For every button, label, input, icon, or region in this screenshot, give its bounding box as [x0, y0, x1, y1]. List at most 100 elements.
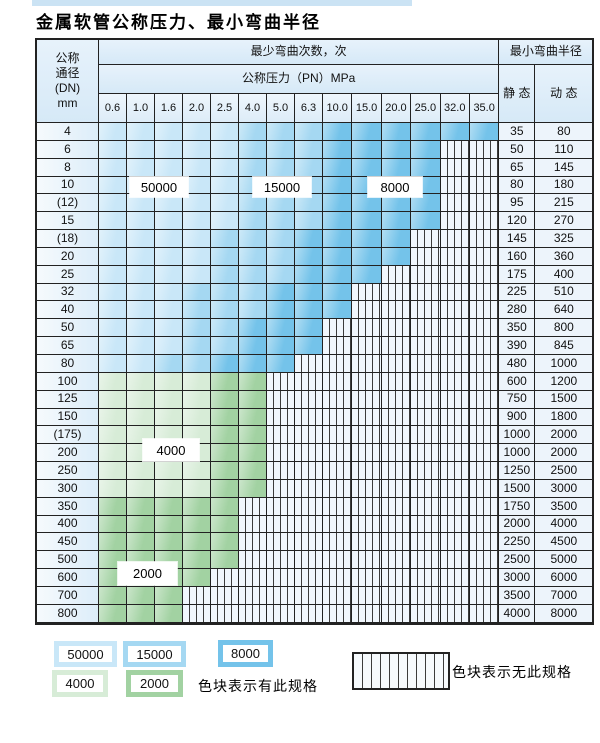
spec-cell-available [99, 444, 127, 463]
spec-cell-available [239, 372, 267, 391]
spec-cell-available [99, 247, 127, 266]
spec-cell-unavailable [183, 604, 211, 623]
spec-cell-available [239, 230, 267, 248]
spec-cell-unavailable [440, 212, 470, 231]
spec-cell-unavailable [411, 551, 441, 570]
spec-cell-available [411, 140, 441, 159]
legend-swatch-value: 4000 [57, 675, 103, 692]
spec-cell-available [155, 408, 183, 427]
dn-header-line2: 通径 [55, 65, 80, 80]
legend-swatch-4000: 4000 [52, 670, 108, 697]
spec-cell-unavailable [411, 301, 441, 320]
spec-cell-available [211, 354, 239, 373]
spec-cell-unavailable [440, 604, 470, 623]
spec-cell-unavailable [469, 426, 500, 445]
spec-cell-available [183, 462, 211, 480]
spec-cell-unavailable [183, 586, 211, 605]
cycle-count-label: 2000 [118, 562, 177, 585]
spec-cell-available [127, 194, 155, 213]
spec-cell-unavailable [352, 301, 382, 320]
legend-swatch-value: 50000 [59, 646, 112, 662]
spec-cell-unavailable [411, 426, 441, 445]
static-radius-cell: 3000 [499, 569, 536, 587]
spec-cell-unavailable [323, 372, 353, 391]
spec-cell-unavailable [440, 337, 470, 355]
spec-cell-unavailable [381, 283, 412, 302]
static-radius-cell: 4000 [499, 604, 536, 623]
spec-cell-available [183, 158, 211, 177]
spec-cell-unavailable [381, 604, 412, 623]
dn-cell: 25 [37, 265, 99, 284]
dynamic-radius-cell: 1000 [535, 354, 593, 373]
spec-cell-unavailable [469, 158, 500, 177]
spec-cell-unavailable [381, 515, 412, 534]
spec-cell-available [183, 337, 211, 355]
spec-cell-available [99, 283, 127, 302]
spec-cell-available [295, 140, 323, 159]
static-radius-cell: 1500 [499, 479, 536, 498]
spec-cell-available [155, 140, 183, 159]
dn-cell: 500 [37, 551, 99, 570]
spec-cell-unavailable [267, 462, 295, 480]
pressure-header-cell: 1.0 [127, 94, 155, 123]
spec-cell-available [352, 158, 382, 177]
dn-cell: 80 [37, 354, 99, 373]
spec-cell-available [352, 212, 382, 231]
spec-cell-available [211, 319, 239, 338]
spec-cell-unavailable [440, 247, 470, 266]
dynamic-radius-cell: 400 [535, 265, 593, 284]
spec-cell-available [155, 265, 183, 284]
spec-cell-unavailable [440, 426, 470, 445]
dn-cell: 65 [37, 337, 99, 355]
spec-cell-available [99, 194, 127, 213]
min-bend-cycles-header: 最少弯曲次数，次 [99, 40, 500, 65]
spec-cell-unavailable [411, 569, 441, 587]
spec-cell-available [183, 140, 211, 159]
spec-cell-unavailable [440, 230, 470, 248]
spec-cell-unavailable [323, 337, 353, 355]
legend-swatch-50000: 50000 [54, 641, 117, 667]
spec-cell-available [155, 319, 183, 338]
spec-cell-available [183, 497, 211, 516]
dn-cell: 450 [37, 533, 99, 552]
dynamic-radius-cell: 6000 [535, 569, 593, 587]
spec-cell-unavailable [295, 551, 323, 570]
spec-cell-available [323, 212, 353, 231]
spec-cell-unavailable [267, 479, 295, 498]
spec-cell-available [295, 337, 323, 355]
spec-cell-unavailable [469, 212, 500, 231]
dn-cell: 40 [37, 301, 99, 320]
spec-cell-available [99, 230, 127, 248]
static-radius-cell: 175 [499, 265, 536, 284]
legend-swatch-value: 15000 [128, 646, 181, 662]
dynamic-radius-cell: 80 [535, 123, 593, 141]
pressure-header-cell: 20.0 [381, 94, 412, 123]
spec-cell-unavailable [469, 230, 500, 248]
spec-cell-unavailable [267, 551, 295, 570]
dn-cell: 700 [37, 586, 99, 605]
dynamic-radius-cell: 3000 [535, 479, 593, 498]
pressure-header-cell: 2.5 [211, 94, 239, 123]
spec-cell-unavailable [381, 586, 412, 605]
spec-cell-available [127, 283, 155, 302]
spec-cell-unavailable [352, 372, 382, 391]
spec-cell-available [99, 390, 127, 409]
spec-cell-unavailable [323, 479, 353, 498]
spec-cell-unavailable [440, 462, 470, 480]
spec-cell-unavailable [469, 354, 500, 373]
spec-cell-available [155, 372, 183, 391]
spec-cell-available [155, 533, 183, 552]
spec-cell-unavailable [352, 426, 382, 445]
static-radius-cell: 50 [499, 140, 536, 159]
spec-cell-available [352, 230, 382, 248]
static-radius-cell: 480 [499, 354, 536, 373]
spec-cell-unavailable [411, 372, 441, 391]
spec-cell-available [295, 301, 323, 320]
spec-cell-unavailable [469, 319, 500, 338]
spec-cell-available [127, 319, 155, 338]
spec-cell-available [211, 444, 239, 463]
spec-cell-unavailable [411, 265, 441, 284]
spec-cell-available [183, 212, 211, 231]
static-radius-cell: 1750 [499, 497, 536, 516]
